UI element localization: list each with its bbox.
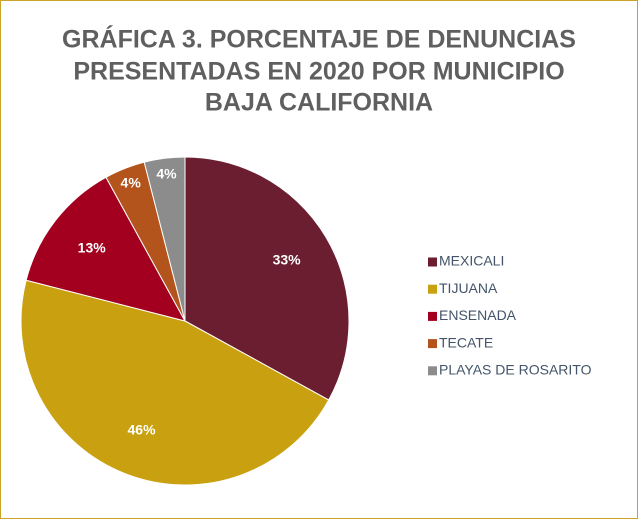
chart-title: GRÁFICA 3. PORCENTAJE DE DENUNCIAS: [62, 25, 576, 54]
legend-label: MEXICALI: [439, 253, 504, 269]
legend-swatch: [428, 366, 437, 376]
legend-swatch: [428, 339, 437, 349]
chart-title: BAJA CALIFORNIA: [205, 89, 433, 117]
legend-label: ENSENADA: [439, 307, 517, 323]
legend-swatch: [428, 284, 437, 294]
legend-label: TECATE: [439, 334, 493, 350]
legend-swatch: [428, 257, 437, 267]
legend-swatch: [428, 311, 437, 321]
data-label: 46%: [128, 421, 157, 437]
chart-title: PRESENTADAS EN 2020 POR MUNICIPIO: [73, 58, 564, 86]
pie-slice: [25, 176, 186, 322]
data-label: 13%: [78, 239, 107, 255]
legend-label: TIJUANA: [439, 280, 498, 296]
pie-slice: [20, 279, 330, 486]
data-label: 33%: [273, 252, 302, 268]
data-label: 4%: [156, 165, 177, 181]
pie-slice: [143, 156, 186, 322]
legend-label: PLAYAS DE ROSARITO: [439, 362, 592, 378]
pie-slice: [184, 156, 350, 401]
data-label: 4%: [121, 174, 142, 190]
